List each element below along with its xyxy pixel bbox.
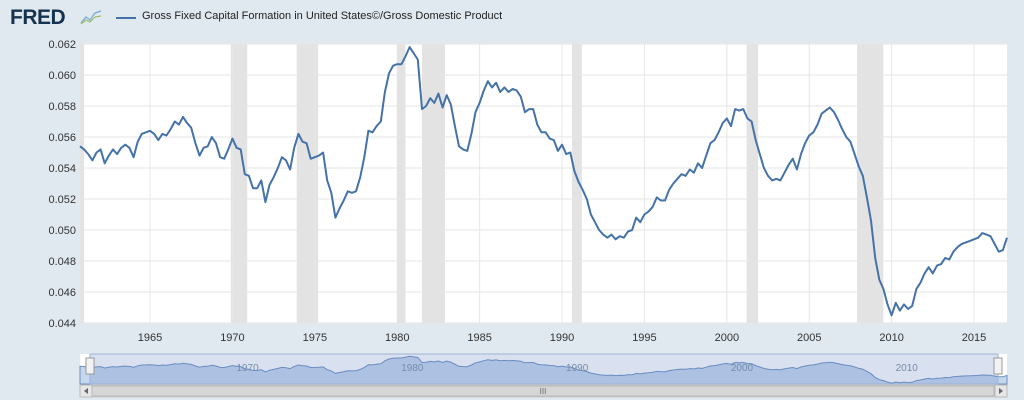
recession-bar-0: [80, 44, 85, 323]
navigator-labels: 1970 1980 1990 2000 2010: [236, 363, 918, 374]
x-tick-label: 1990: [550, 332, 574, 344]
x-tick-label: 2015: [962, 332, 986, 344]
x-tick-label: 1980: [385, 332, 409, 344]
y-tick-label: 0.044: [48, 318, 76, 330]
navigator-left-handle[interactable]: [85, 357, 95, 375]
series-line-0: [79, 46, 1008, 317]
fred-logo[interactable]: FRED: [10, 6, 66, 29]
legend-series-name: Gross Fixed Capital Formation in United …: [142, 10, 503, 22]
navigator-tick-label: 1970: [236, 363, 259, 374]
legend-line-swatch: [116, 17, 136, 19]
y-tick-label: 0.056: [48, 132, 76, 144]
navigator-area: [79, 355, 1008, 385]
chevron-right-icon: [999, 388, 1003, 394]
x-tick-label: 2005: [797, 332, 821, 344]
recession-bar-1: [230, 44, 248, 323]
navigator-tick-label: 2010: [896, 363, 919, 374]
x-tick-label: 1970: [220, 332, 244, 344]
x-tick-label: 2000: [715, 332, 739, 344]
navigator-selection[interactable]: [89, 353, 999, 385]
grid-lines: [80, 43, 1007, 324]
series-lines: [79, 46, 1008, 317]
x-tick-label: 2010: [879, 332, 903, 344]
recession-bar-5: [571, 44, 582, 323]
navigator-tick-label: 1980: [401, 363, 424, 374]
trend-line-icon: [80, 8, 102, 26]
chart-header: FRED Gross Fixed Capital Formation in Un…: [0, 0, 1024, 36]
range-navigator[interactable]: 1970 1980 1990 2000 2010 III: [0, 348, 1024, 400]
main-line-chart[interactable]: 0.044 0.046 0.048 0.050 0.052 0.054 0.056 0.058…: [0, 36, 1024, 348]
navigator-series-area: [79, 355, 1008, 385]
x-tick-label: 1965: [138, 332, 162, 344]
navigator-tick-label: 1990: [566, 363, 589, 374]
x-axis-labels: 1965 1970 1975 1980 1985 1990 1995 2000 2005 2010…: [138, 332, 986, 344]
y-tick-label: 0.060: [48, 70, 76, 82]
y-tick-label: 0.062: [48, 39, 76, 51]
y-tick-label: 0.050: [48, 225, 76, 237]
y-tick-label: 0.046: [48, 287, 76, 299]
x-tick-label: 1975: [303, 332, 327, 344]
y-tick-label: 0.054: [48, 163, 76, 175]
y-tick-label: 0.058: [48, 101, 76, 113]
navigator-right-handle[interactable]: [993, 357, 1003, 375]
chevron-left-icon: [84, 388, 88, 394]
recession-bars: [80, 44, 884, 323]
y-tick-label: 0.052: [48, 194, 76, 206]
recession-bar-4: [421, 44, 446, 323]
y-tick-label: 0.048: [48, 256, 76, 268]
navigator-tick-label: 2000: [731, 363, 754, 374]
x-tick-label: 1995: [632, 332, 656, 344]
recession-bar-2: [296, 44, 319, 323]
y-axis-labels: 0.044 0.046 0.048 0.050 0.052 0.054 0.056 0.058…: [48, 39, 76, 330]
recession-bar-6: [746, 44, 759, 323]
recession-bar-3: [397, 44, 406, 323]
x-tick-label: 1985: [467, 332, 491, 344]
scrollbar-grip: III: [540, 387, 547, 396]
